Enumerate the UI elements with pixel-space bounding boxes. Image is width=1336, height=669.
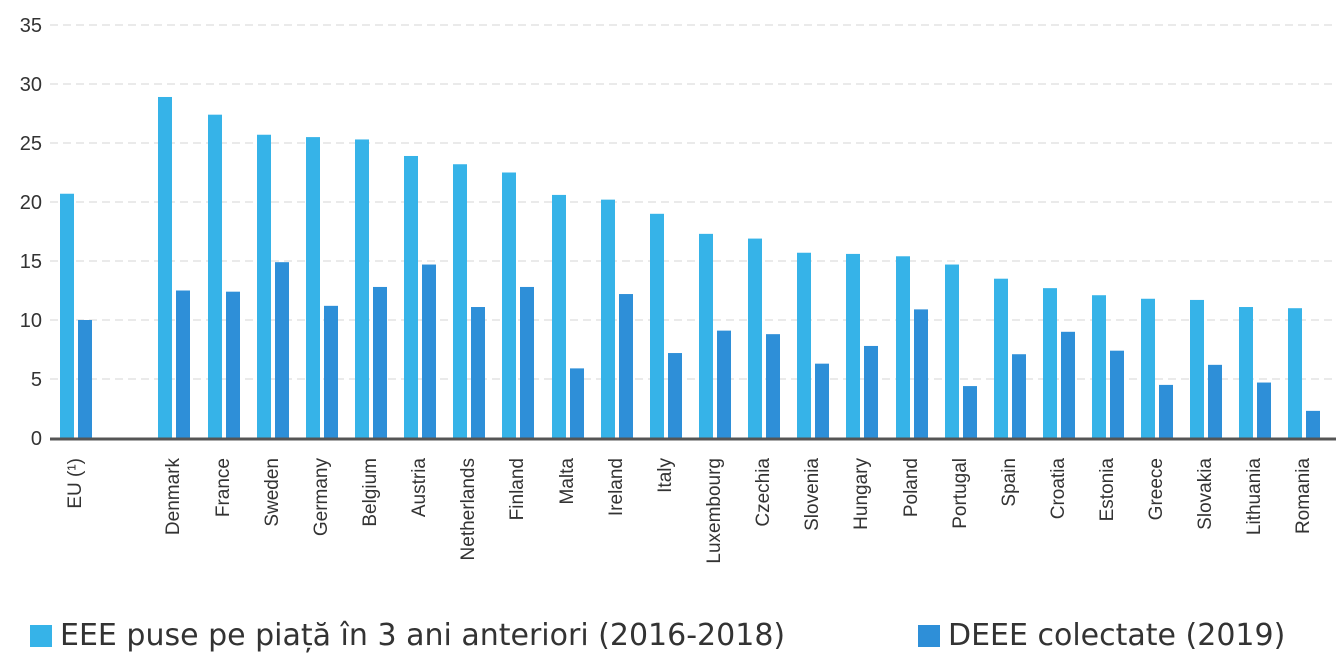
bar-deee bbox=[766, 334, 780, 438]
x-tick-label: Netherlands bbox=[458, 458, 479, 560]
bar-eee bbox=[60, 193, 74, 438]
x-tick-label: France bbox=[213, 458, 234, 517]
bar-eee bbox=[797, 252, 811, 438]
y-tick-label: 20 bbox=[20, 192, 42, 214]
bar-deee bbox=[422, 264, 436, 438]
x-tick-label: Czechia bbox=[753, 458, 774, 527]
x-tick-label: Lithuania bbox=[1244, 458, 1265, 536]
x-tick-label: Denmark bbox=[163, 458, 184, 536]
y-tick-label: 30 bbox=[20, 74, 42, 96]
bar-deee bbox=[1159, 384, 1173, 438]
x-tick-label: Croatia bbox=[1048, 458, 1069, 520]
x-tick-label: Ireland bbox=[606, 458, 627, 516]
bar-eee bbox=[355, 139, 369, 438]
y-tick-label: 25 bbox=[20, 133, 42, 155]
bar-eee bbox=[502, 172, 516, 438]
bar-eee bbox=[994, 278, 1008, 438]
bar-eee bbox=[208, 114, 222, 439]
bar-deee bbox=[1012, 354, 1026, 438]
x-tick-label: Malta bbox=[557, 458, 578, 505]
bar-deee bbox=[1306, 410, 1320, 438]
bar-deee bbox=[78, 320, 92, 438]
bar-deee bbox=[668, 353, 682, 438]
y-tick-label: 5 bbox=[31, 369, 42, 391]
bar-eee bbox=[158, 96, 172, 438]
bar-deee bbox=[176, 290, 190, 438]
bar-eee bbox=[1043, 288, 1057, 438]
x-tick-label: Romania bbox=[1293, 458, 1314, 534]
x-tick-label: Greece bbox=[1146, 458, 1167, 520]
y-tick-label: 10 bbox=[20, 310, 42, 332]
legend-swatch-eee bbox=[30, 624, 52, 647]
x-tick-label: Estonia bbox=[1097, 458, 1118, 522]
legend-swatch-deee bbox=[918, 624, 940, 647]
bar-eee bbox=[404, 155, 418, 439]
bar-deee bbox=[619, 294, 633, 438]
x-tick-label: Austria bbox=[409, 458, 430, 518]
y-tick-label: 35 bbox=[20, 15, 42, 37]
bar-deee bbox=[324, 305, 338, 438]
bar-deee bbox=[275, 262, 289, 438]
legend-item-deee: DEEE colectate (2019) bbox=[918, 618, 1285, 653]
x-tick-label: Poland bbox=[901, 458, 922, 517]
y-tick-label: 0 bbox=[31, 428, 42, 450]
legend-item-eee: EEE puse pe piață în 3 ani anteriori (20… bbox=[30, 618, 785, 653]
x-tick-label: EU (¹) bbox=[65, 458, 86, 509]
bar-eee bbox=[699, 233, 713, 438]
bar-deee bbox=[520, 286, 534, 438]
x-tick-label: Slovakia bbox=[1195, 458, 1216, 530]
bars bbox=[60, 96, 1320, 439]
x-tick-label: Belgium bbox=[360, 458, 381, 527]
bar-eee bbox=[1141, 298, 1155, 438]
x-tick-label: Finland bbox=[507, 458, 528, 520]
bar-deee bbox=[914, 309, 928, 438]
bar-eee bbox=[453, 164, 467, 439]
bar-deee bbox=[373, 286, 387, 438]
bar-deee bbox=[570, 368, 584, 438]
bar-deee bbox=[471, 307, 485, 438]
bar-deee bbox=[815, 363, 829, 438]
bar-eee bbox=[552, 194, 566, 438]
bar-deee bbox=[1061, 331, 1075, 438]
bar-eee bbox=[306, 137, 320, 438]
legend-label-deee: DEEE colectate (2019) bbox=[948, 618, 1286, 653]
x-tick-label: Italy bbox=[655, 458, 676, 493]
bar-eee bbox=[601, 199, 615, 438]
x-axis-tick-labels: EU (¹) Denmark France Sweden Germany Belgium A… bbox=[65, 458, 1314, 564]
x-tick-label: Spain bbox=[999, 458, 1020, 507]
y-axis-tick-labels: 0 5 10 15 20 25 30 35 bbox=[20, 15, 42, 450]
bar-eee bbox=[650, 213, 664, 438]
bar-eee bbox=[896, 256, 910, 438]
legend-label-eee: EEE puse pe piață în 3 ani anteriori (20… bbox=[60, 618, 786, 653]
y-tick-label: 15 bbox=[20, 251, 42, 273]
bar-eee bbox=[1190, 299, 1204, 438]
bar-eee bbox=[945, 264, 959, 438]
x-tick-label: Slovenia bbox=[802, 458, 823, 531]
bar-deee bbox=[1208, 364, 1222, 438]
bar-eee bbox=[1239, 307, 1253, 438]
bar-deee bbox=[963, 386, 977, 438]
bar-eee bbox=[1288, 308, 1302, 438]
x-tick-label: Sweden bbox=[262, 458, 283, 527]
bar-eee bbox=[846, 253, 860, 438]
bar-deee bbox=[717, 330, 731, 438]
x-tick-label: Luxembourg bbox=[704, 458, 725, 564]
x-tick-label: Germany bbox=[311, 458, 332, 537]
bar-eee bbox=[1092, 295, 1106, 438]
x-tick-label: Hungary bbox=[851, 458, 872, 530]
bar-deee bbox=[864, 345, 878, 438]
bar-eee bbox=[748, 238, 762, 438]
x-tick-label: Portugal bbox=[950, 458, 971, 529]
bar-deee bbox=[226, 291, 240, 438]
bar-eee bbox=[257, 134, 271, 439]
bar-deee bbox=[1257, 382, 1271, 438]
bar-deee bbox=[1110, 350, 1124, 438]
